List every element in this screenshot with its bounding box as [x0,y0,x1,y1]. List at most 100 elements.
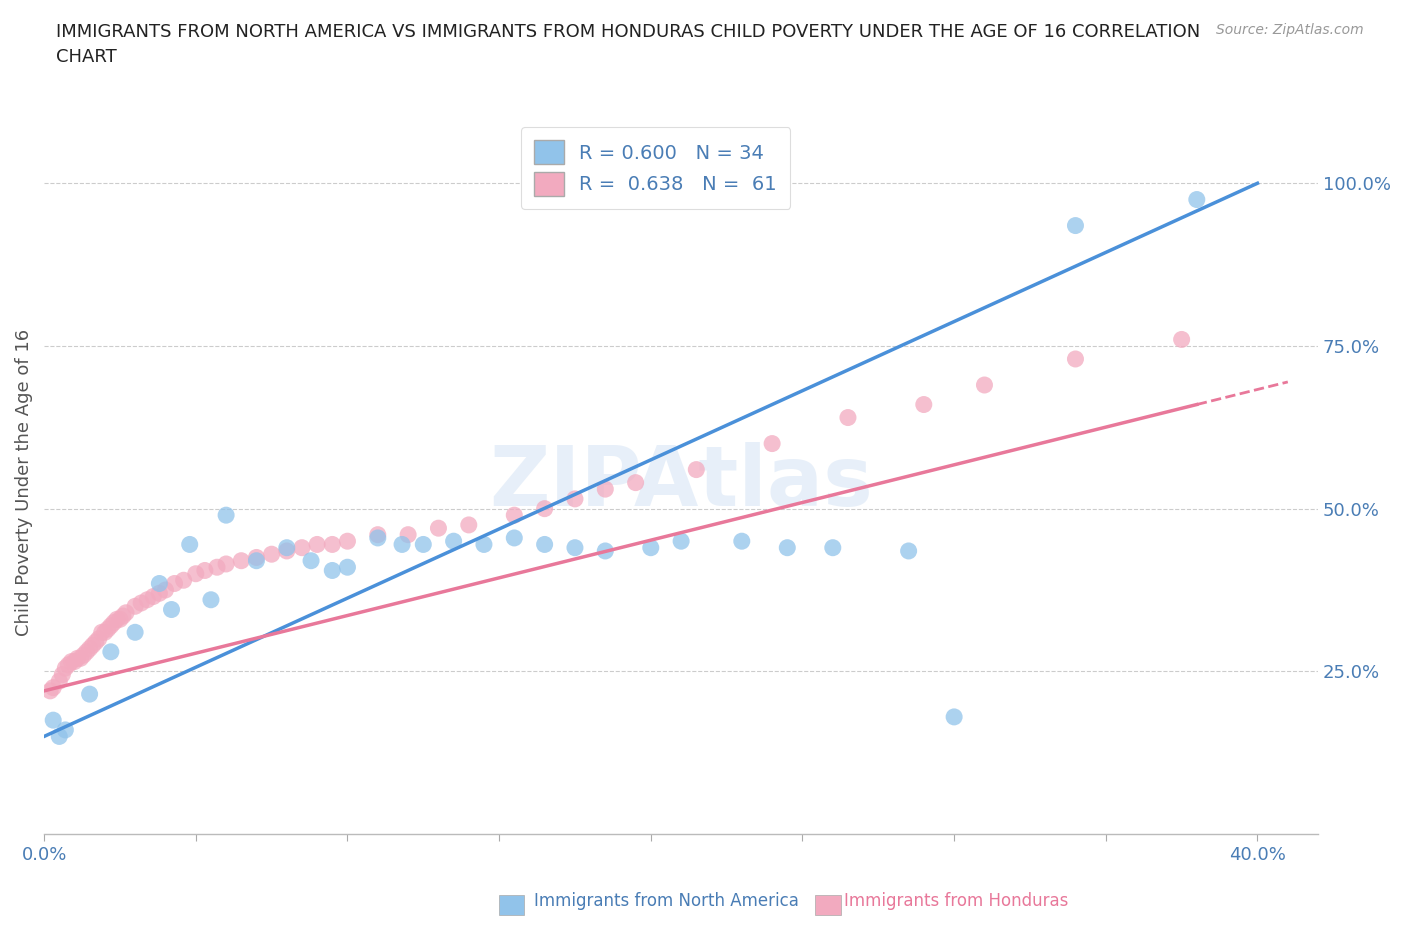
Point [943,710,966,724]
Point [1064,352,1087,366]
Point [72,647,94,662]
Point [39,684,62,698]
Point [503,530,526,545]
Point [245,550,267,565]
Point [58,658,80,672]
Point [53,723,76,737]
Point [391,537,413,551]
Point [179,537,201,551]
Point [1170,332,1192,347]
Point [731,534,754,549]
Point [97,621,120,636]
Point [595,482,617,497]
Point [100,644,122,659]
Point [231,553,253,568]
Point [103,615,125,630]
Point [260,547,283,562]
Point [205,560,228,575]
Point [163,576,186,591]
Point [42,680,65,695]
Point [94,625,117,640]
Point [307,537,329,551]
Point [129,595,152,610]
Point [685,462,707,477]
Point [336,534,359,549]
Point [564,491,586,506]
Point [69,651,91,666]
Text: Source: ZipAtlas.com: Source: ZipAtlas.com [1216,23,1364,37]
Point [51,667,73,682]
Point [42,712,65,727]
Point [194,563,217,578]
Point [155,582,177,597]
Point [837,410,859,425]
Point [63,654,86,669]
Point [533,501,555,516]
Point [124,625,146,640]
Point [367,530,389,545]
Point [148,576,170,591]
Point [105,612,128,627]
Point [472,537,495,551]
Y-axis label: Child Poverty Under the Age of 16: Child Poverty Under the Age of 16 [15,329,32,636]
Point [215,556,238,571]
Point [336,560,359,575]
Point [533,537,555,551]
Point [66,651,89,666]
Point [321,563,343,578]
Point [173,573,195,588]
Point [427,521,450,536]
Text: Immigrants from Honduras: Immigrants from Honduras [844,892,1069,910]
Point [776,540,799,555]
Point [215,508,238,523]
Point [669,534,692,549]
Point [457,517,479,532]
Point [79,686,101,701]
Point [60,654,83,669]
Point [142,589,165,604]
Point [503,508,526,523]
Point [76,644,98,659]
Point [291,540,314,555]
Point [897,543,920,558]
Point [396,527,419,542]
Text: IMMIGRANTS FROM NORTH AMERICA VS IMMIGRANTS FROM HONDURAS CHILD POVERTY UNDER TH: IMMIGRANTS FROM NORTH AMERICA VS IMMIGRA… [56,23,1201,66]
Point [299,553,322,568]
Point [79,641,101,656]
Point [821,540,844,555]
Point [82,638,104,653]
Point [276,540,298,555]
Text: Immigrants from North America: Immigrants from North America [534,892,799,910]
Point [100,618,122,633]
Point [1185,193,1208,207]
Point [321,537,343,551]
Point [367,527,389,542]
Point [53,660,76,675]
Point [443,534,465,549]
Point [136,592,159,607]
Point [412,537,434,551]
Point [124,599,146,614]
Point [111,608,134,623]
Point [90,625,112,640]
Point [624,475,647,490]
Point [108,612,131,627]
Point [184,566,207,581]
Point [276,543,298,558]
Point [564,540,586,555]
Point [148,586,170,601]
Text: ZIPAtlas: ZIPAtlas [489,442,873,523]
Point [115,605,138,620]
Point [48,729,70,744]
Legend: R = 0.600   N = 34, R =  0.638   N =  61: R = 0.600 N = 34, R = 0.638 N = 61 [520,126,790,209]
Point [761,436,783,451]
Point [200,592,222,607]
Point [84,634,107,649]
Point [973,378,995,392]
Point [87,631,110,646]
Point [912,397,935,412]
Point [160,602,183,617]
Point [1064,219,1087,233]
Point [245,553,267,568]
Point [595,543,617,558]
